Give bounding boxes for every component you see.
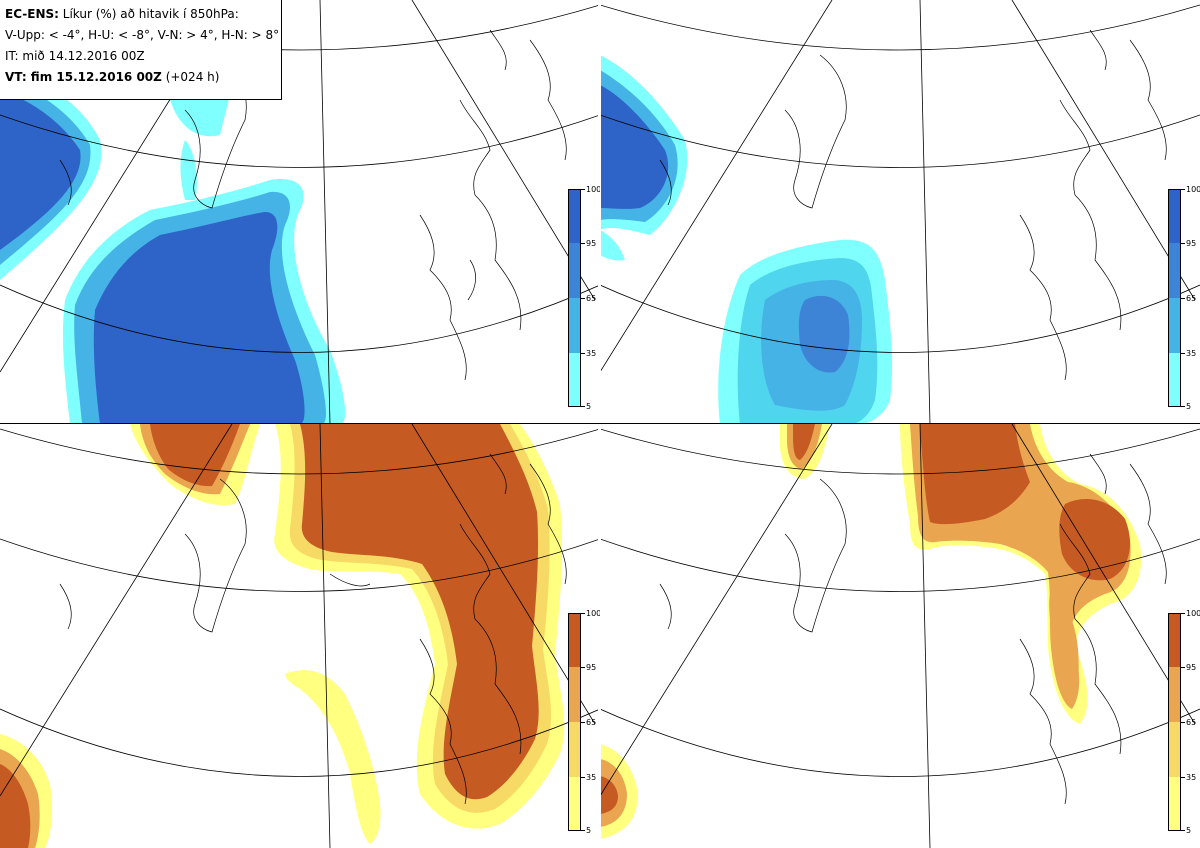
probability-shading [0,424,565,848]
colorbar-blue-top-left: 100 95 65 35 5 [568,185,600,413]
map-top-right [600,0,1200,424]
colorbar-label-35: 35 [586,349,597,358]
coastlines [59,29,567,381]
colorbar-label-5: 5 [586,402,592,411]
colorbar-orange-bottom-left: 100 95 65 35 5 [568,609,600,837]
colorbar-label-95: 95 [1186,239,1197,248]
coastlines [659,453,1167,805]
panel-divider-vertical [598,0,601,848]
panel-divider-horizontal [0,423,1200,424]
colorbar-label-5: 5 [586,826,592,835]
colorbar-label-65: 65 [586,718,597,727]
colorbar-label-35: 35 [1186,349,1197,358]
title-valid-time: VT: fim 15.12.2016 00Z [5,70,162,84]
coastlines [659,29,1167,381]
colorbar-label-95: 95 [1186,663,1197,672]
colorbar-label-5: 5 [1186,826,1192,835]
colorbar-label-95: 95 [586,239,597,248]
probability-shading [0,60,346,424]
colorbar-label-35: 35 [586,773,597,782]
map-panel-bottom-right: 100 95 65 35 5 [600,424,1200,848]
colorbar-label-65: 65 [586,294,597,303]
colorbar-label-65: 65 [1186,718,1197,727]
graticule-lines [600,424,1200,848]
title-line-4: VT: fim 15.12.2016 00Z (+024 h) [5,67,276,88]
colorbar-label-100: 100 [1186,185,1200,194]
coastlines [59,453,567,805]
colorbar-blue-top-right: 100 95 65 35 5 [1168,185,1200,413]
graticule-lines [600,0,1200,424]
graticule-lines [0,0,600,424]
colorbar-orange-bottom-right: 100 95 65 35 5 [1168,609,1200,837]
colorbar-label-100: 100 [586,185,600,194]
title-line-3: IT: mið 14.12.2016 00Z [5,49,145,63]
colorbar-label-95: 95 [586,663,597,672]
colorbar-label-5: 5 [1186,402,1192,411]
graticule-lines [0,424,600,848]
title-box: EC-ENS: Líkur (%) að hitavik í 850hPa: V… [0,0,282,100]
colorbar-label-65: 65 [1186,294,1197,303]
colorbar-label-100: 100 [586,609,600,618]
title-line-1: EC-ENS: Líkur (%) að hitavik í 850hPa: [5,4,276,25]
colorbar-label-35: 35 [1186,773,1197,782]
probability-shading [600,424,1142,839]
map-panel-bottom-left: 100 95 65 35 5 [0,424,600,848]
title-description: Líkur (%) að hitavik í 850hPa: [58,7,239,21]
map-panel-top-left: EC-ENS: Líkur (%) að hitavik í 850hPa: V… [0,0,600,424]
title-model: EC-ENS: [5,7,59,21]
title-lead-time: (+024 h) [161,70,220,84]
map-bottom-right [600,424,1200,848]
map-bottom-left [0,424,600,848]
map-panel-top-right: 100 95 65 35 5 [600,0,1200,424]
colorbar-label-100: 100 [1186,609,1200,618]
map-top-left [0,0,600,424]
title-line-2: V-Upp: < -4°, H-U: < -8°, V-N: > 4°, H-N… [5,28,280,42]
probability-shading [600,55,893,424]
